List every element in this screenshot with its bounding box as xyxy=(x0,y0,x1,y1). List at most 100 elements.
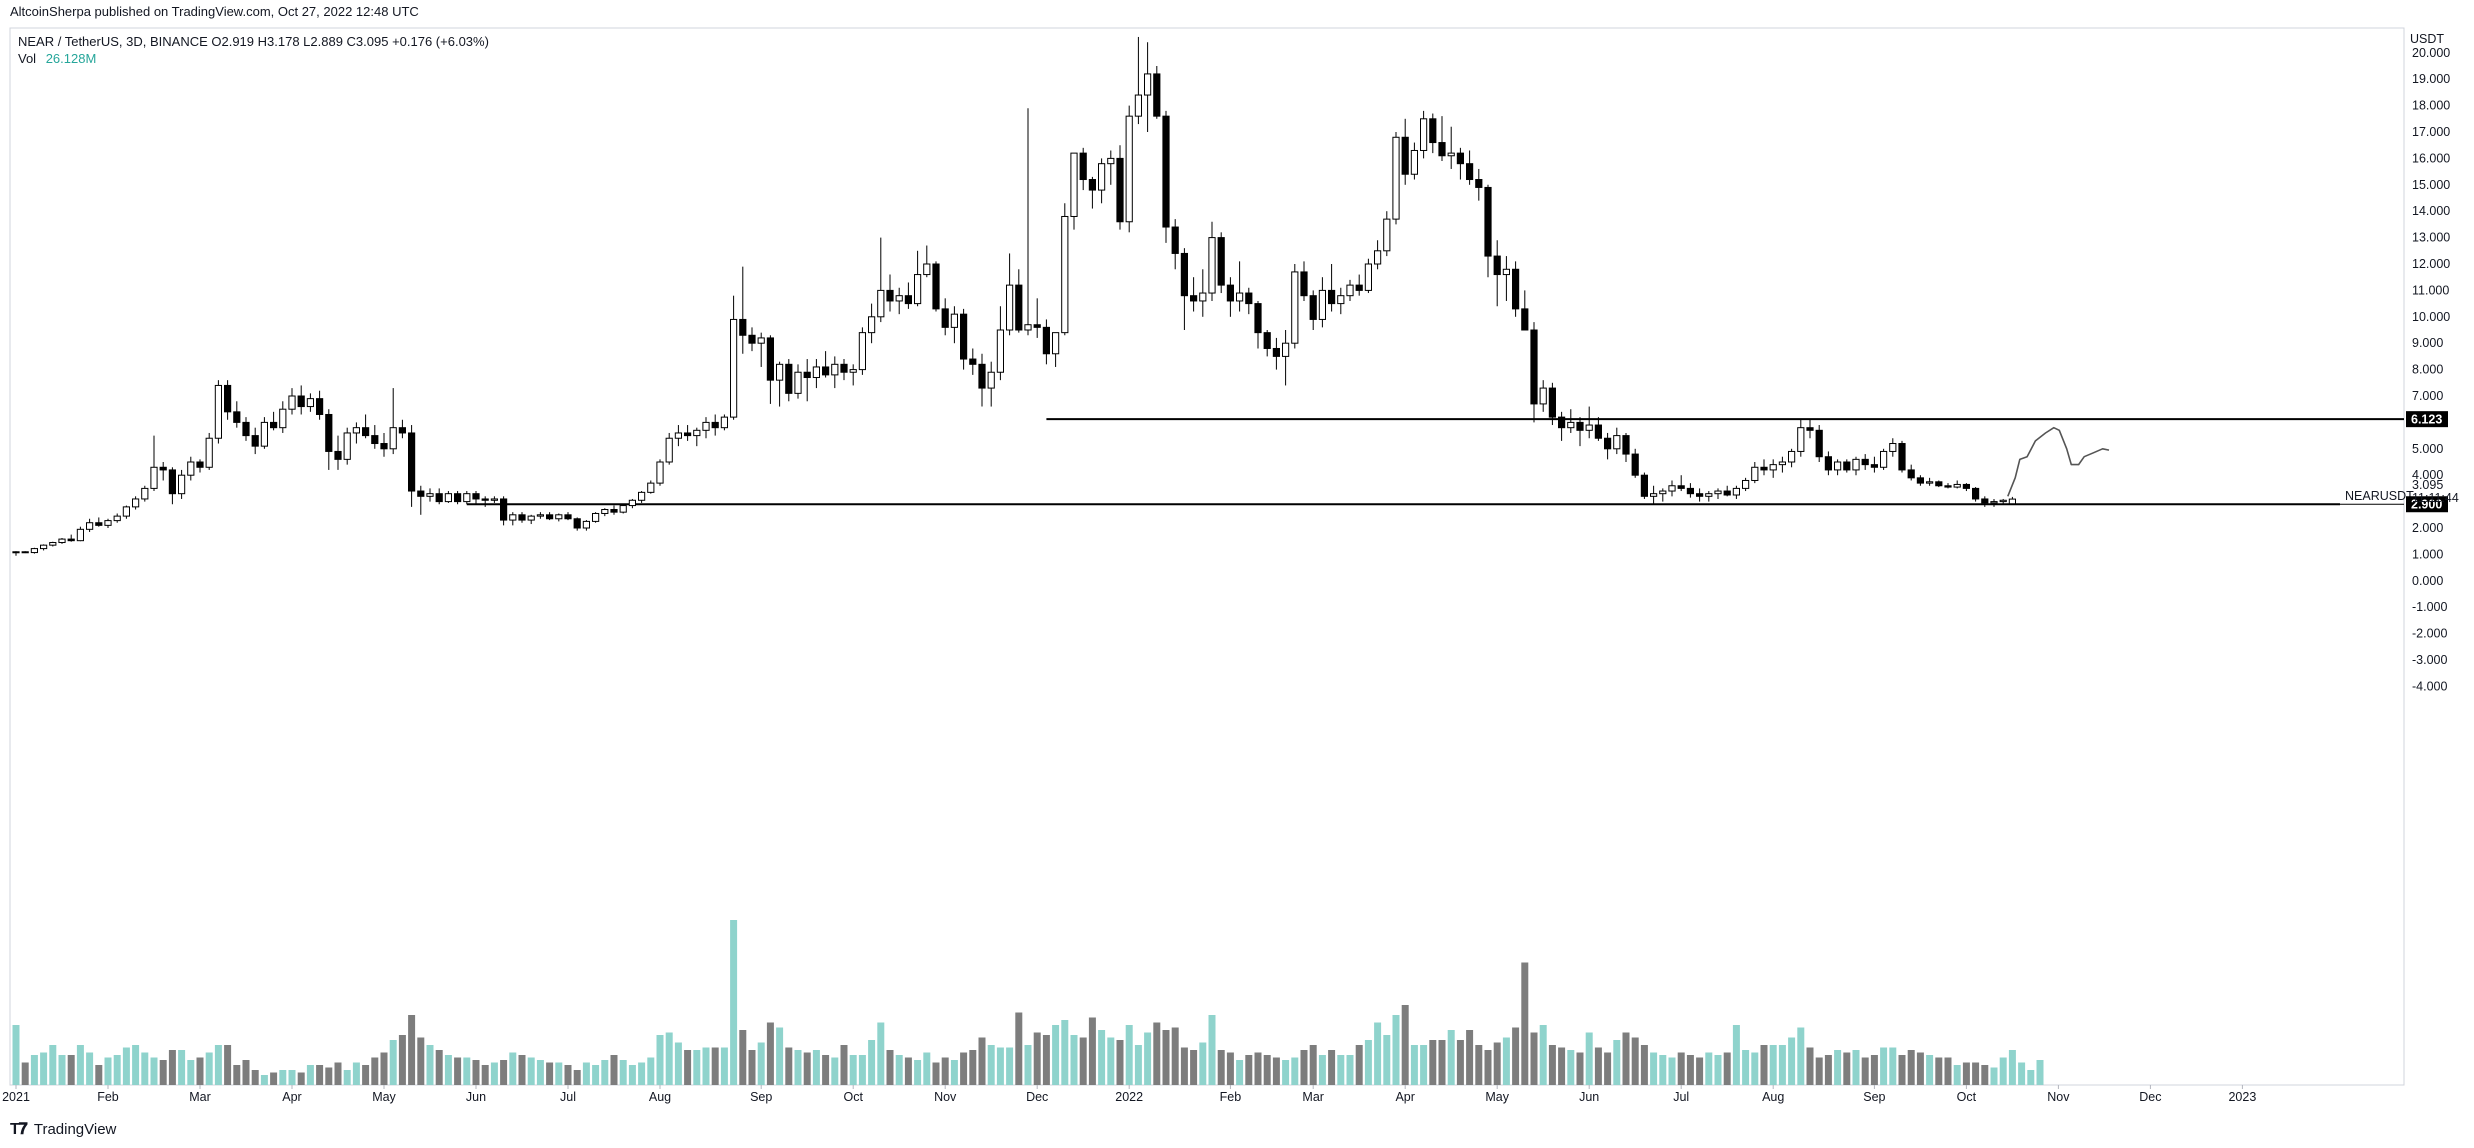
candle-down xyxy=(1604,437,1612,450)
volume-bar xyxy=(849,1055,857,1085)
volume-bar xyxy=(1291,1057,1299,1085)
tradingview-logo-text: TradingView xyxy=(33,1121,117,1138)
volume-bar xyxy=(205,1052,213,1085)
candle-down xyxy=(316,398,324,415)
candle-up xyxy=(187,461,195,476)
volume-bar xyxy=(325,1067,333,1085)
volume-bar xyxy=(1401,1005,1409,1085)
candle-up xyxy=(923,263,931,276)
candle-up xyxy=(178,474,186,495)
candle-up xyxy=(1852,458,1860,471)
volume-bar xyxy=(1926,1055,1934,1085)
candle-up xyxy=(776,363,784,381)
volume-bar xyxy=(1410,1045,1418,1085)
volume-bar xyxy=(711,1047,719,1085)
x-tick-label: Jun xyxy=(466,1090,486,1104)
volume-bar xyxy=(564,1065,572,1085)
candle-down xyxy=(1935,481,1943,487)
volume-bar xyxy=(1383,1035,1391,1085)
projection-path[interactable] xyxy=(2007,426,2110,497)
volume-bar xyxy=(95,1065,103,1085)
volume-bar xyxy=(812,1050,820,1085)
volume-bar xyxy=(1953,1065,1961,1085)
volume-bar xyxy=(638,1062,646,1085)
x-tick-label: Oct xyxy=(1957,1090,1977,1104)
volume-bar xyxy=(628,1065,636,1085)
y-tick-label: 1.000 xyxy=(2412,547,2443,561)
volume-bar xyxy=(426,1045,434,1085)
candle-up xyxy=(1061,215,1069,334)
volume-bar xyxy=(1723,1052,1731,1085)
candle-up xyxy=(1291,271,1299,344)
volume-bar xyxy=(546,1062,554,1085)
candle-up xyxy=(638,491,646,501)
candle-up xyxy=(1502,268,1511,276)
candle-down xyxy=(454,493,462,503)
volume-bar xyxy=(444,1055,452,1085)
candle-down xyxy=(1806,427,1814,431)
tradingview-logo[interactable]: T𝟕 TradingView xyxy=(10,1121,116,1139)
candle-up xyxy=(628,499,636,507)
volume-bar xyxy=(960,1052,968,1085)
volume-bar xyxy=(1880,1047,1888,1085)
time-axis[interactable]: 2021 Feb Mar Apr May Jun Jul Aug Sep Oct Nov Dec 202… xyxy=(2,1085,2256,1104)
candle-up xyxy=(1990,501,1998,504)
candle-up xyxy=(509,514,517,521)
candle-up xyxy=(1668,485,1676,492)
volume-bar xyxy=(1098,1030,1106,1085)
volume-bar xyxy=(877,1022,885,1085)
volume-bar xyxy=(2018,1062,2026,1085)
candle-down xyxy=(1015,284,1023,331)
volume-bar xyxy=(1153,1022,1161,1085)
candle-up xyxy=(1024,324,1032,331)
x-tick-label: Jul xyxy=(1673,1090,1689,1104)
y-tick-label: -2.000 xyxy=(2412,627,2447,641)
candle-up xyxy=(914,274,922,305)
volume-bar xyxy=(1134,1045,1142,1085)
volume-bar xyxy=(1870,1055,1878,1085)
candle-up xyxy=(214,384,223,439)
volume-bar xyxy=(67,1055,75,1085)
volume-bar xyxy=(1116,1040,1124,1085)
volume-bar xyxy=(592,1065,600,1085)
volume-bar xyxy=(408,1015,416,1085)
volume-bar xyxy=(1466,1030,1474,1085)
volume-bar xyxy=(1272,1057,1280,1085)
volume-bar xyxy=(12,1025,20,1085)
volume-bar xyxy=(343,1070,351,1085)
symbol-line: NEAR / TetherUS, 3D, BINANCE O2.919 H3.1… xyxy=(18,34,489,49)
volume-bar xyxy=(1999,1057,2007,1085)
candle-up xyxy=(86,522,94,530)
x-tick-label: Mar xyxy=(1302,1090,1324,1104)
last-price-label: 3.095 xyxy=(2412,478,2443,492)
volume-bar xyxy=(1861,1057,1869,1085)
candle-down xyxy=(978,363,986,389)
candle-up xyxy=(1778,461,1787,466)
volume-bar xyxy=(619,1060,627,1085)
candle-up xyxy=(1070,152,1078,217)
volume-bar xyxy=(463,1057,471,1085)
volume-bar xyxy=(1199,1042,1207,1085)
candle-down xyxy=(1916,477,1925,484)
candle-down xyxy=(1162,115,1170,228)
candle-down xyxy=(766,337,774,381)
volume-bar xyxy=(316,1065,324,1085)
candle-up xyxy=(849,369,857,373)
price-badge-label: 6.123 xyxy=(2411,413,2442,427)
candle-up xyxy=(104,520,112,526)
volume-bar xyxy=(297,1072,305,1085)
x-tick-label: Nov xyxy=(2047,1090,2070,1104)
candle-down xyxy=(362,427,370,437)
volume-label: Vol xyxy=(18,51,37,66)
price-axis[interactable]: USDT 20.000 19.000 18.000 17.000 16.000 15.00… xyxy=(2410,32,2450,693)
volume-bar xyxy=(1806,1047,1814,1085)
candle-down xyxy=(1438,142,1446,157)
candle-up xyxy=(1650,493,1658,497)
volume-bar xyxy=(1107,1037,1115,1085)
volume-bar xyxy=(306,1065,314,1085)
candle-down xyxy=(610,509,618,513)
candle-up xyxy=(702,421,710,431)
candle-up xyxy=(601,509,609,514)
